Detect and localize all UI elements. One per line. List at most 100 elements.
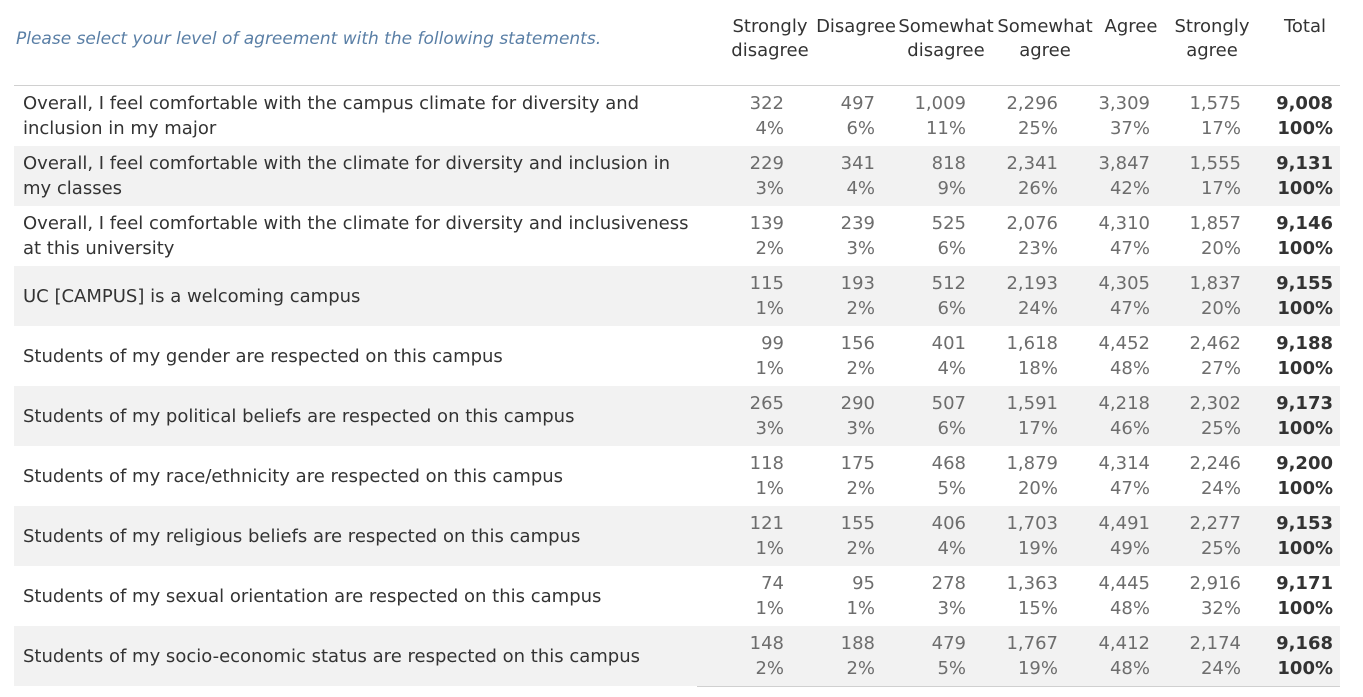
percent-value: 1%	[755, 478, 784, 499]
percent-value: 19%	[1017, 658, 1058, 679]
column-header: Somewhat disagree	[898, 16, 994, 61]
statement-label: Students of my socio-economic status are…	[23, 645, 641, 667]
prompt-text: Please select your level of agreement wi…	[16, 29, 602, 49]
count-value: 2,302	[1189, 393, 1241, 414]
response-cell: 118 1%	[704, 451, 784, 501]
count-value: 468	[931, 453, 966, 474]
count-value: 115	[749, 273, 784, 294]
percent-value: 2%	[755, 658, 784, 679]
percent-value: 3%	[846, 418, 875, 439]
response-cell: 2,916 32%	[1161, 571, 1241, 621]
table-row: Students of my political beliefs are res…	[14, 386, 1340, 446]
response-cell: 479 5%	[886, 631, 966, 681]
percent-value: 47%	[1109, 238, 1150, 259]
total-cell: 9,171 100%	[1253, 571, 1333, 621]
percent-value: 9%	[937, 178, 966, 199]
table-row: Students of my sexual orientation are re…	[14, 566, 1340, 626]
response-cell: 2,277 25%	[1161, 511, 1241, 561]
count-value: 1,879	[1006, 453, 1058, 474]
count-value: 1,703	[1006, 513, 1058, 534]
percent-value: 3%	[937, 598, 966, 619]
response-cell: 1,363 15%	[978, 571, 1058, 621]
percent-value: 4%	[937, 538, 966, 559]
count-value: 9,153	[1276, 513, 1333, 534]
count-value: 525	[931, 213, 966, 234]
count-value: 322	[749, 93, 784, 114]
response-cell: 2,302 25%	[1161, 391, 1241, 441]
count-value: 118	[749, 453, 784, 474]
percent-value: 17%	[1200, 178, 1241, 199]
response-cell: 525 6%	[886, 211, 966, 261]
percent-value: 1%	[755, 538, 784, 559]
count-value: 4,218	[1098, 393, 1150, 414]
count-value: 9,155	[1276, 273, 1333, 294]
response-cell: 239 3%	[795, 211, 875, 261]
percent-value: 100%	[1277, 118, 1333, 139]
response-cell: 322 4%	[704, 91, 784, 141]
statement-label: Overall, I feel comfortable with the cli…	[23, 213, 689, 259]
response-cell: 1,857 20%	[1161, 211, 1241, 261]
count-value: 239	[840, 213, 875, 234]
count-value: 278	[931, 573, 966, 594]
table-row: Students of my gender are respected on t…	[14, 326, 1340, 386]
percent-value: 4%	[755, 118, 784, 139]
count-value: 4,445	[1098, 573, 1150, 594]
response-cell: 341 4%	[795, 151, 875, 201]
percent-value: 100%	[1277, 298, 1333, 319]
percent-value: 24%	[1200, 658, 1241, 679]
count-value: 9,146	[1276, 213, 1333, 234]
total-cell: 9,200 100%	[1253, 451, 1333, 501]
count-value: 1,837	[1189, 273, 1241, 294]
percent-value: 24%	[1200, 478, 1241, 499]
response-cell: 4,218 46%	[1070, 391, 1150, 441]
count-value: 193	[840, 273, 875, 294]
column-header: Disagree	[816, 16, 896, 37]
response-cell: 4,412 48%	[1070, 631, 1150, 681]
percent-value: 3%	[846, 238, 875, 259]
percent-value: 15%	[1017, 598, 1058, 619]
response-cell: 4,491 49%	[1070, 511, 1150, 561]
percent-value: 100%	[1277, 478, 1333, 499]
response-cell: 468 5%	[886, 451, 966, 501]
percent-value: 17%	[1017, 418, 1058, 439]
response-cell: 2,174 24%	[1161, 631, 1241, 681]
count-value: 2,462	[1189, 333, 1241, 354]
percent-value: 1%	[846, 598, 875, 619]
percent-value: 100%	[1277, 418, 1333, 439]
response-cell: 265 3%	[704, 391, 784, 441]
count-value: 2,341	[1006, 153, 1058, 174]
count-value: 2,193	[1006, 273, 1058, 294]
table-row: Students of my race/ethnicity are respec…	[14, 446, 1340, 506]
response-cell: 4,445 48%	[1070, 571, 1150, 621]
response-cell: 175 2%	[795, 451, 875, 501]
total-cell: 9,173 100%	[1253, 391, 1333, 441]
total-cell: 9,146 100%	[1253, 211, 1333, 261]
percent-value: 17%	[1200, 118, 1241, 139]
response-cell: 115 1%	[704, 271, 784, 321]
count-value: 290	[840, 393, 875, 414]
count-value: 139	[749, 213, 784, 234]
count-value: 9,173	[1276, 393, 1333, 414]
percent-value: 6%	[937, 238, 966, 259]
count-value: 2,916	[1189, 573, 1241, 594]
count-value: 1,555	[1189, 153, 1241, 174]
total-cell: 9,131 100%	[1253, 151, 1333, 201]
count-value: 406	[931, 513, 966, 534]
response-cell: 4,305 47%	[1070, 271, 1150, 321]
response-cell: 401 4%	[886, 331, 966, 381]
count-value: 188	[840, 633, 875, 654]
response-cell: 4,314 47%	[1070, 451, 1150, 501]
count-value: 818	[931, 153, 966, 174]
count-value: 2,246	[1189, 453, 1241, 474]
count-value: 229	[749, 153, 784, 174]
table-row: Students of my socio-economic status are…	[14, 626, 1340, 686]
response-cell: 4,310 47%	[1070, 211, 1150, 261]
percent-value: 100%	[1277, 178, 1333, 199]
response-cell: 1,009 11%	[886, 91, 966, 141]
statement-label: Overall, I feel comfortable with the cam…	[23, 93, 640, 139]
count-value: 9,008	[1276, 93, 1333, 114]
count-value: 148	[749, 633, 784, 654]
count-value: 9,188	[1276, 333, 1333, 354]
percent-value: 32%	[1200, 598, 1241, 619]
percent-value: 25%	[1017, 118, 1058, 139]
